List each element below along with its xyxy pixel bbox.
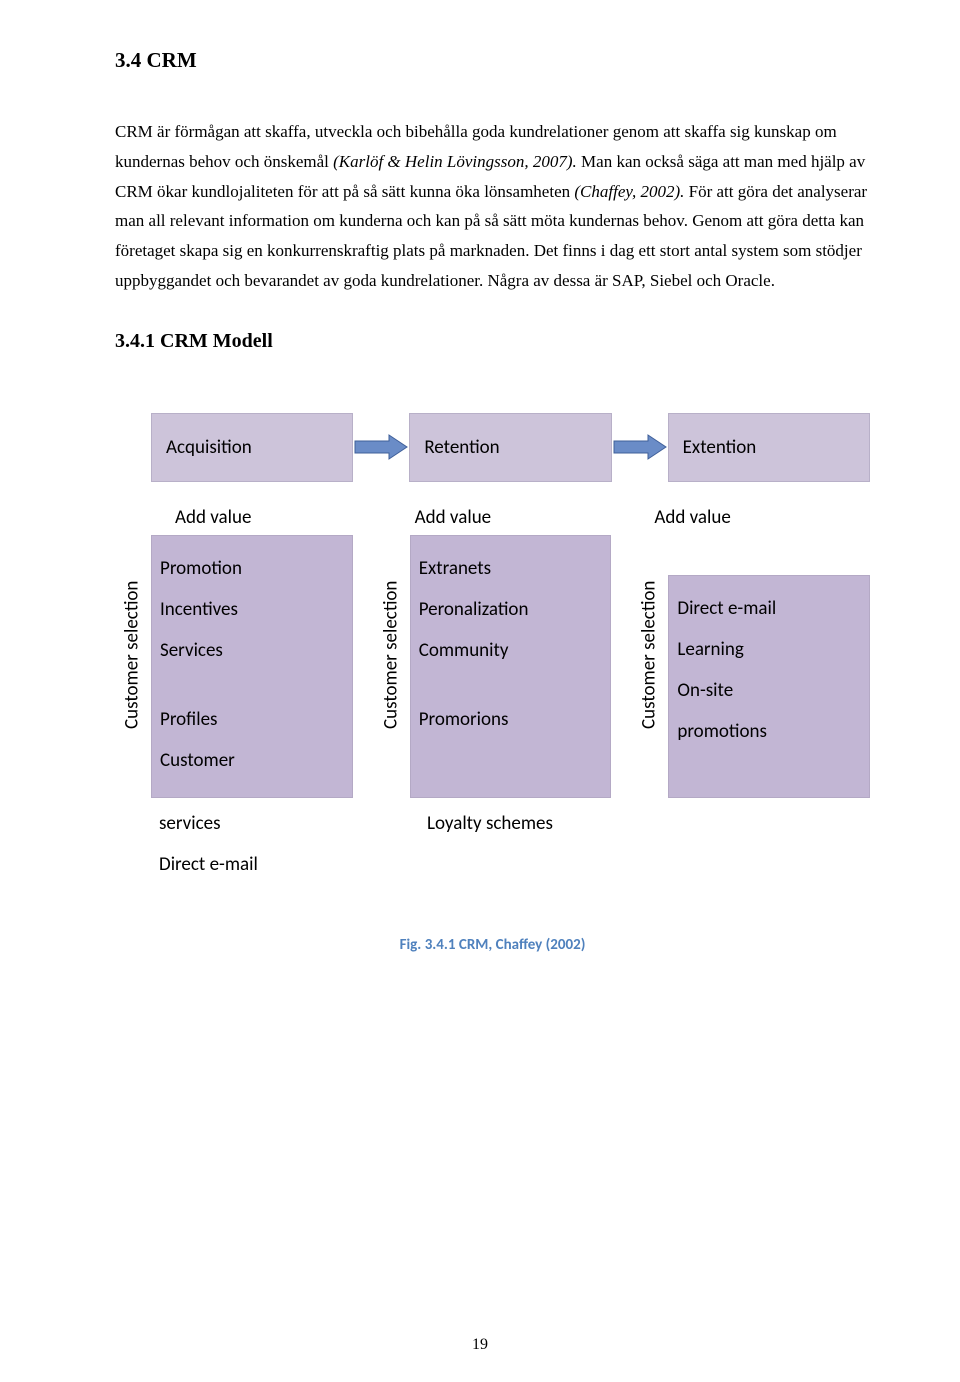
list-item: Incentives	[160, 589, 352, 630]
stage-retention: Retention	[409, 413, 611, 482]
list-item: Services	[160, 630, 352, 671]
list-item: Learning	[677, 629, 869, 670]
arrow-2	[612, 432, 668, 462]
list-item: Direct e-mail	[677, 588, 869, 629]
section-heading: 3.4 CRM	[115, 48, 870, 73]
extention-column: Direct e-mail Learning On-site promotion…	[668, 575, 870, 798]
overflow-items: services Loyalty schemes Direct e-mail	[151, 798, 870, 880]
list-item: Promotion	[160, 548, 352, 589]
arrow-right-icon	[353, 432, 409, 462]
list-item: Customer	[160, 740, 352, 781]
arrow-right-icon	[612, 432, 668, 462]
add-value-2: Add value	[391, 506, 631, 533]
list-item: Loyalty schemes	[419, 798, 629, 839]
section-body: CRM är förmågan att skaffa, utveckla och…	[115, 117, 870, 296]
customer-selection-label-2: Customer selection	[374, 535, 408, 798]
add-value-3: Add value	[630, 506, 870, 533]
list-item: Community	[419, 630, 611, 671]
list-item: Peronalization	[419, 589, 611, 630]
acquisition-column: Promotion Incentives Services Profiles C…	[151, 535, 353, 798]
body-citation-2: (Chaffey, 2002).	[574, 182, 684, 201]
arrow-1	[353, 432, 409, 462]
body-citation-1: (Karlöf & Helin Lövingsson, 2007).	[333, 152, 577, 171]
customer-selection-label-3: Customer selection	[632, 535, 666, 798]
list-item: Promorions	[419, 699, 611, 740]
add-value-row: Add value Add value Add value	[151, 506, 870, 533]
customer-selection-label-1: Customer selection	[115, 535, 149, 798]
list-item: Extranets	[419, 548, 611, 589]
crm-model-diagram: Acquisition Retention Extention Add valu…	[115, 413, 870, 954]
retention-column: Extranets Peronalization Community Promo…	[410, 535, 612, 798]
stage-extention: Extention	[668, 413, 870, 482]
list-item: services	[151, 798, 361, 839]
columns-row: Customer selection Promotion Incentives …	[115, 535, 870, 798]
page-number: 19	[0, 1336, 960, 1354]
figure-caption: Fig. 3.4.1 CRM, Chaffey (2002)	[115, 936, 870, 954]
list-item: promotions	[677, 711, 869, 752]
stages-row: Acquisition Retention Extention	[151, 413, 870, 482]
stage-acquisition: Acquisition	[151, 413, 353, 482]
add-value-1: Add value	[151, 506, 391, 533]
subsection-heading: 3.4.1 CRM Modell	[115, 330, 870, 353]
list-item: On-site	[677, 670, 869, 711]
list-item: Direct e-mail	[151, 839, 361, 880]
list-item: Profiles	[160, 699, 352, 740]
